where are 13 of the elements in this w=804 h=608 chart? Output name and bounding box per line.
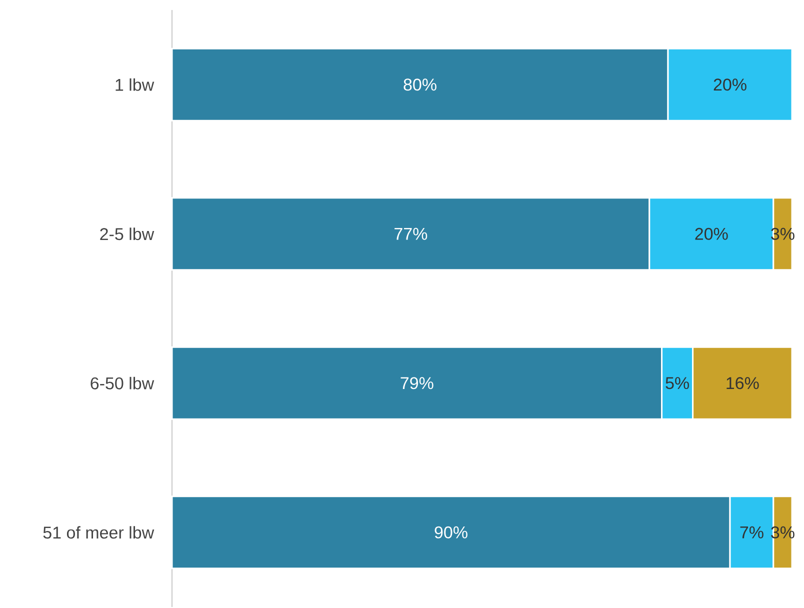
data-label: 20%: [695, 228, 728, 240]
data-label: 7%: [740, 526, 764, 539]
y-tick-label: 51 of meer lbw: [43, 526, 154, 539]
y-tick-label: 6-50 lbw: [90, 377, 154, 390]
y-tick-label: 1 lbw: [116, 78, 154, 92]
y-tick-label: 2-5 lbw: [100, 228, 154, 240]
data-label: 79%: [400, 377, 434, 390]
data-label: 16%: [726, 377, 759, 390]
data-label: 80%: [404, 78, 436, 91]
data-label: 77%: [394, 228, 428, 240]
data-label: 20%: [714, 78, 746, 91]
data-label: 90%: [434, 526, 468, 539]
data-label: 5%: [666, 377, 689, 390]
